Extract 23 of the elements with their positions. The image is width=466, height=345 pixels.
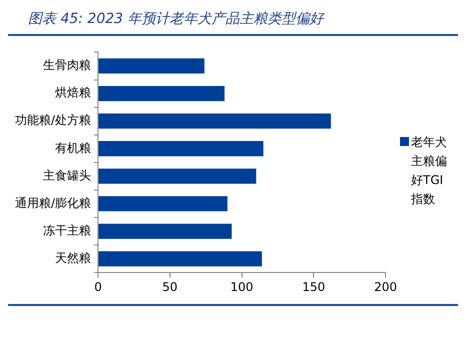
x-tick-label: 150 <box>302 280 326 294</box>
y-tick-label: 冻干主粮 <box>43 223 92 238</box>
bar <box>98 58 204 74</box>
y-tick-label: 生骨肉粮 <box>43 58 92 72</box>
bar <box>98 196 228 212</box>
x-tick-label: 200 <box>374 280 397 294</box>
y-tick-label: 主食罐头 <box>43 168 92 182</box>
x-tick-label: 0 <box>94 280 102 294</box>
y-tick-label: 有机粮 <box>55 140 92 155</box>
y-tick-label: 功能粮/处方粮 <box>14 113 92 128</box>
x-tick-label: 100 <box>230 280 254 294</box>
y-tick-label: 天然粮 <box>55 250 92 265</box>
bar <box>98 251 262 266</box>
bar <box>98 86 225 102</box>
y-tick-label: 通用粮/膨化粮 <box>14 196 92 210</box>
legend-label: 老年犬主粮偏好TGI指数 <box>411 134 448 208</box>
bar <box>98 141 264 156</box>
bar <box>98 114 331 129</box>
x-tick-label: 50 <box>162 280 178 294</box>
chart-title: 图表 45: 2023 年预计老年犬产品主粮类型偏好 <box>8 8 458 36</box>
bar <box>98 224 232 239</box>
y-tick-label: 烘焙粮 <box>55 86 92 100</box>
bar <box>98 168 256 184</box>
